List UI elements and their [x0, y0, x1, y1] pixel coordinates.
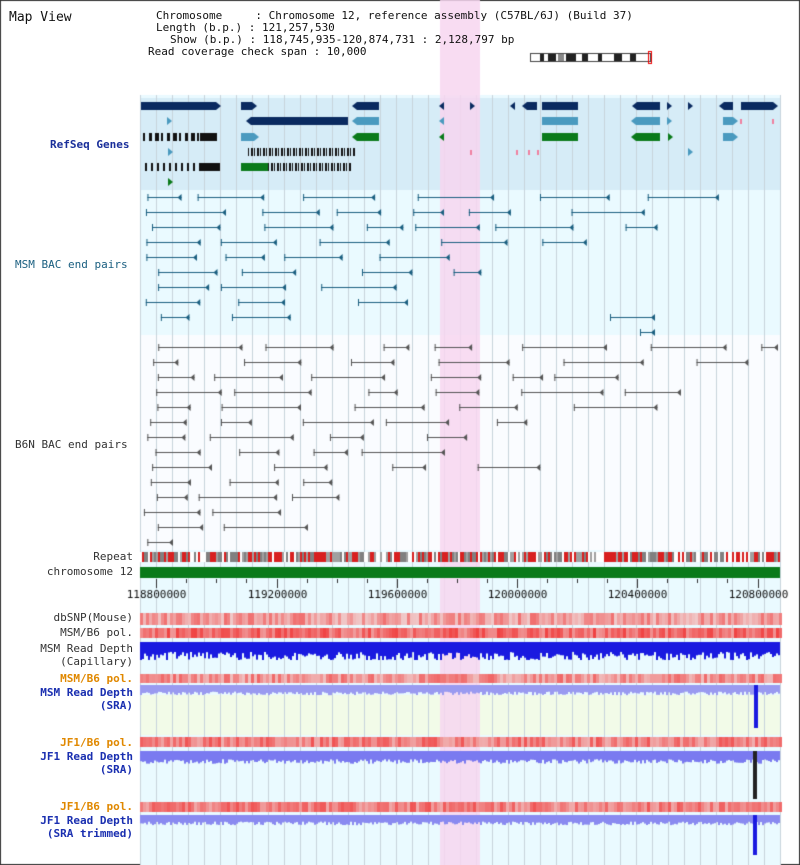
header-info: Chromosome : Chromosome 12, reference as…	[148, 10, 633, 58]
b6n-bac-label: B6N BAC end pairs	[15, 438, 128, 451]
repeat-label: Repeat	[93, 550, 133, 563]
coverage-span-info: Read coverage check span : 10,000	[148, 45, 367, 58]
msm-depth-cap-sub-label: (Capillary)	[60, 655, 133, 668]
msm-b6-pol-2-label: MSM/B6 pol.	[60, 672, 133, 685]
length-info: Length (b.p.) : 121,257,530	[156, 21, 335, 34]
jf1-depth-trim-label: JF1 Read Depth	[40, 814, 133, 827]
jf1-b6-pol-2-label: JF1/B6 pol.	[60, 800, 133, 813]
msm-depth-sra-label: MSM Read Depth	[40, 686, 133, 699]
dbsnp-label: dbSNP(Mouse)	[53, 611, 133, 624]
msm-depth-cap-label: MSM Read Depth	[40, 642, 133, 655]
chromosome-label: chromosome 12	[46, 565, 133, 578]
msm-b6-pol-label: MSM/B6 pol.	[60, 626, 133, 639]
show-range-info: Show (b.p.) : 118,745,935-120,874,731 : …	[170, 33, 515, 46]
view-title: Map View	[9, 10, 72, 25]
jf1-depth-sra-label: JF1 Read Depth	[40, 750, 133, 763]
msm-bac-label: MSM BAC end pairs	[15, 258, 128, 271]
chromosome-info: Chromosome : Chromosome 12, reference as…	[156, 9, 633, 22]
jf1-b6-pol-label: JF1/B6 pol.	[60, 736, 133, 749]
msm-depth-sra-sub-label: (SRA)	[99, 699, 133, 712]
refseq-genes-label: RefSeq Genes	[50, 138, 130, 151]
jf1-depth-sra-sub-label: (SRA)	[99, 763, 133, 776]
jf1-depth-trim-sub-label: (SRA trimmed)	[46, 827, 133, 840]
